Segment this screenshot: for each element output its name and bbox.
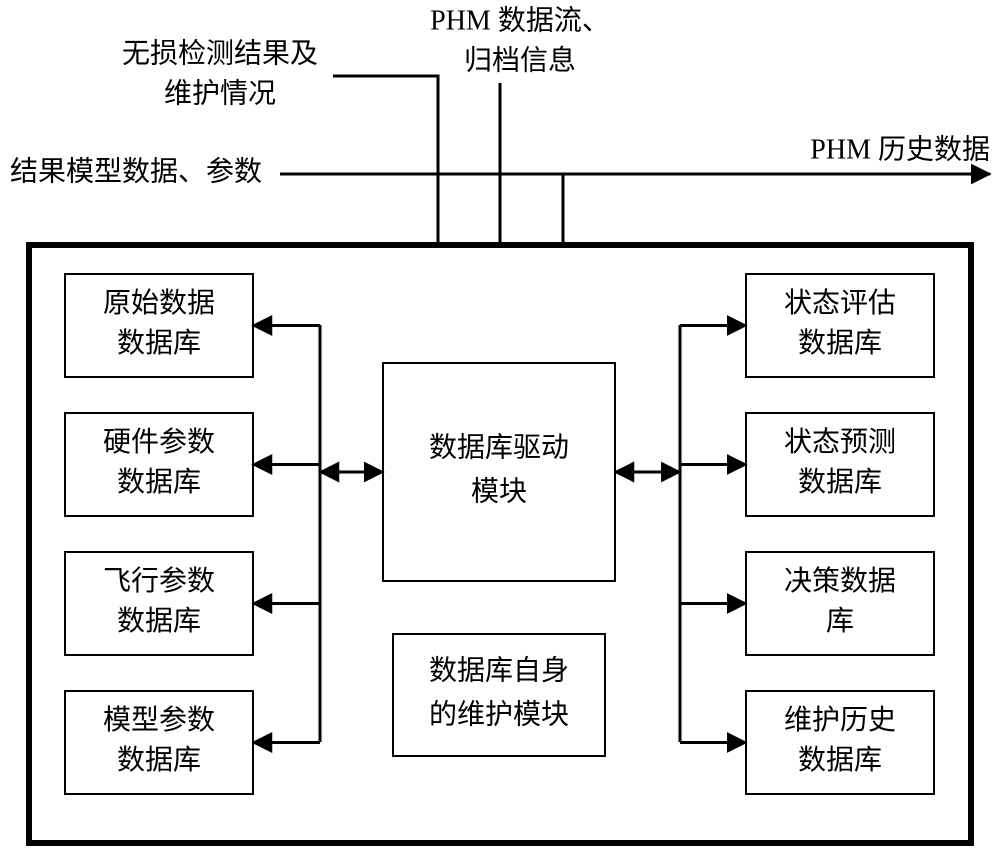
label-top-left: 无损检测结果及 bbox=[122, 37, 318, 69]
label-top-center: PHM 数据流、 bbox=[430, 4, 610, 36]
text-R4: 数据库 bbox=[798, 744, 882, 776]
text-L2: 硬件参数 bbox=[103, 426, 215, 458]
text-R2: 数据库 bbox=[798, 466, 882, 498]
text-R4: 维护历史 bbox=[784, 704, 896, 736]
text-L3: 数据库 bbox=[117, 605, 201, 637]
node-center-bottom bbox=[393, 634, 605, 756]
text-L4: 数据库 bbox=[117, 744, 201, 776]
text-R2: 状态预测 bbox=[784, 426, 896, 458]
text-L1: 原始数据 bbox=[103, 287, 215, 319]
label-bottom-left: 结果模型数据、参数 bbox=[10, 155, 262, 187]
text-L1: 数据库 bbox=[117, 327, 201, 359]
text-R1: 状态评估 bbox=[784, 287, 896, 319]
text-center-bottom: 数据库自身 bbox=[429, 654, 569, 686]
text-center-bottom: 的维护模块 bbox=[429, 698, 569, 730]
label-top-right: PHM 历史数据 bbox=[810, 133, 990, 165]
text-center: 数据库驱动 bbox=[429, 431, 569, 463]
text-L3: 飞行参数 bbox=[103, 565, 215, 597]
text-L2: 数据库 bbox=[117, 466, 201, 498]
text-center: 模块 bbox=[471, 475, 527, 507]
text-R3: 决策数据 bbox=[784, 565, 896, 597]
text-R3: 库 bbox=[826, 605, 854, 637]
text-R1: 数据库 bbox=[798, 327, 882, 359]
text-L4: 模型参数 bbox=[103, 704, 215, 736]
label-top-center: 归档信息 bbox=[464, 44, 576, 76]
node-center bbox=[383, 363, 615, 581]
label-top-left: 维护情况 bbox=[164, 77, 276, 109]
